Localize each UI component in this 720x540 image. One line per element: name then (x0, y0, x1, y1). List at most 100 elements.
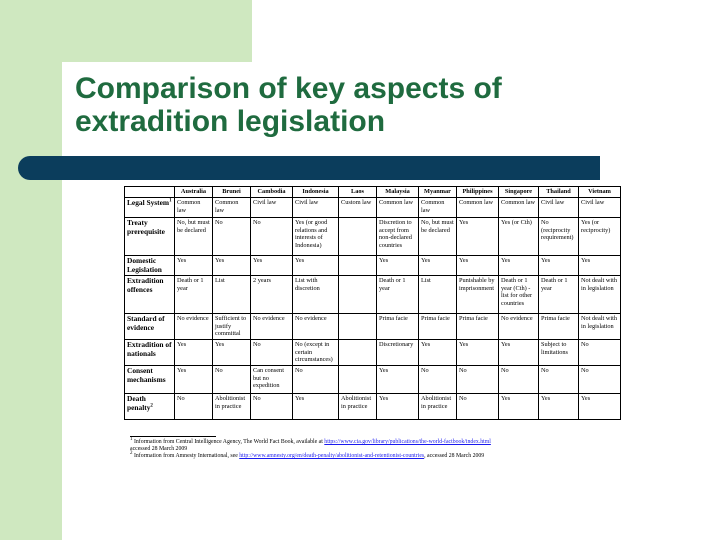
row-header: Consent mechanisms (124, 364, 175, 394)
column-header-philippines: Philippines (456, 186, 499, 198)
table-cell: Civil law (538, 197, 579, 218)
column-header-vietnam: Vietnam (578, 186, 621, 198)
table-cell: Yes (174, 338, 213, 366)
table-cell: Yes (498, 254, 539, 277)
table-cell: Sufficient to justify committal (212, 313, 251, 340)
row-header: Extradition of nationals (124, 338, 175, 366)
table-cell: Yes (376, 392, 419, 420)
footnote-1-text: Information from Central Intelligence Ag… (133, 439, 325, 445)
footnote-2-text: Information from Amnesty International, … (133, 453, 240, 460)
table-cell: Prima facie (376, 313, 419, 340)
table-cell (338, 254, 377, 277)
table-cell: Common law (174, 197, 213, 218)
table-cell: Yes (or reciprocity) (578, 217, 621, 256)
row-header-footnote-ref: 1 (169, 198, 172, 204)
table-cell: No (250, 338, 293, 366)
footnote-2-number: 2 (130, 451, 133, 457)
table-cell: Yes (456, 217, 499, 256)
table-cell: Yes (498, 392, 539, 420)
table-cell: No (212, 364, 251, 394)
table-cell: Can consent but no expedition (250, 364, 293, 394)
table-cell: List (212, 275, 251, 315)
row-header-label: Extradition offences (127, 276, 164, 294)
column-header-australia: Australia (174, 186, 213, 198)
row-header-label: Domestic Legislation (127, 256, 162, 274)
table-cell (338, 364, 377, 394)
table-cell: Yes (or good relations and interests of … (292, 217, 339, 256)
row-header-footnote-ref: 2 (150, 403, 153, 409)
decorative-top-panel (0, 0, 252, 62)
footnote-2-link[interactable]: http://www.amnesty.org/en/death-penalty/… (239, 453, 425, 460)
table-row: Domestic Legislation Yes Yes Yes Yes Yes Yes Ye… (124, 254, 621, 277)
table-cell: Yes (292, 254, 339, 277)
table-cell: Civil law (250, 197, 293, 218)
table-cell: 2 years (250, 275, 293, 315)
table-cell: Death or 1 year (376, 275, 419, 315)
table-row: Extradition offences Death or 1 year List 2… (124, 275, 621, 315)
row-header: Extradition offences (124, 275, 175, 315)
table-cell: Yes (212, 254, 251, 277)
table-cell: Punishable by imprisonment (456, 275, 499, 315)
table-cell: No (250, 392, 293, 420)
comparison-table: Australia Brunei Cambodia Indonesia Laos Mala… (124, 186, 621, 420)
column-header-thailand: Thailand (538, 186, 579, 198)
table-cell: No (418, 364, 457, 394)
table-cell: Death or 1 year (Cth) - list for other c… (498, 275, 539, 315)
row-header: Legal System1 (124, 197, 175, 218)
table-cell: Death or 1 year (174, 275, 213, 315)
table-cell: Common law (212, 197, 251, 218)
table-cell: No evidence (292, 313, 339, 340)
table-cell: Yes (418, 338, 457, 366)
table-cell: No (456, 392, 499, 420)
table-cell: Abolitionist in practice (212, 392, 251, 420)
table-cell (338, 275, 377, 315)
table-cell: Discretion to accept from non-declared c… (376, 217, 419, 256)
footnotes: 1 Information from Central Intelligence … (130, 436, 650, 461)
table-cell: Discretionary (376, 338, 419, 366)
table-row: Treaty prerequisite No, but must be decla… (124, 217, 621, 256)
table-cell: Custom law (338, 197, 377, 218)
table-cell: Yes (212, 338, 251, 366)
row-header-label: Extradition of nationals (127, 339, 172, 358)
table-cell: No evidence (498, 313, 539, 340)
table-cell: Yes (456, 338, 499, 366)
footnote-2-date: , accessed 28 March 2009 (424, 453, 485, 460)
table-cell: No (578, 364, 621, 394)
table-cell (338, 338, 377, 366)
table-cell: Common law (418, 197, 457, 218)
row-header: Death penalty2 (124, 392, 175, 420)
table-cell: Yes (578, 254, 621, 277)
table-cell: Subject to limitations (538, 338, 579, 366)
table-cell: Not dealt with in legislation (578, 275, 621, 315)
table-row: Extradition of nationals Yes Yes No No (exce… (124, 338, 621, 366)
table-cell: Yes (292, 392, 339, 420)
column-header-malaysia: Malaysia (376, 186, 419, 198)
footnote-1-date: accessed 28 March 2009 (130, 446, 188, 453)
table-cell: Yes (578, 392, 621, 420)
table-cell: Yes (376, 364, 419, 394)
table-cell: Yes (538, 254, 579, 277)
table-cell: No evidence (250, 313, 293, 340)
table-cell: Common law (376, 197, 419, 218)
table-cell: Yes (538, 392, 579, 420)
decorative-divider-bar (18, 156, 600, 180)
table-cell: Common law (456, 197, 499, 218)
table-cell: Yes (or Cth) (498, 217, 539, 256)
footnote-2: 2 Information from Amnesty International… (130, 451, 650, 460)
row-header-label: Consent mechanisms (127, 365, 166, 384)
footnote-1-number: 1 (130, 437, 133, 443)
footnote-1-link[interactable]: https://www.cia.gov/library/publications… (324, 439, 491, 445)
column-header-cambodia: Cambodia (250, 186, 293, 198)
footnote-rule (130, 436, 216, 437)
table-cell: Yes (174, 254, 213, 277)
column-header-indonesia: Indonesia (292, 186, 339, 198)
table-cell: Death or 1 year (538, 275, 579, 315)
table-cell: No (250, 217, 293, 256)
table-cell: No, but must be declared (418, 217, 457, 256)
column-header-singapore: Singapore (498, 186, 539, 198)
slide-title: Comparison of key aspects of extradition… (75, 72, 695, 138)
table-cell (338, 217, 377, 256)
table-cell: Abolitionist in practice (338, 392, 377, 420)
table-row: Consent mechanisms Yes No Can consent but n… (124, 364, 621, 394)
row-header-label: Death penalty (127, 393, 151, 412)
